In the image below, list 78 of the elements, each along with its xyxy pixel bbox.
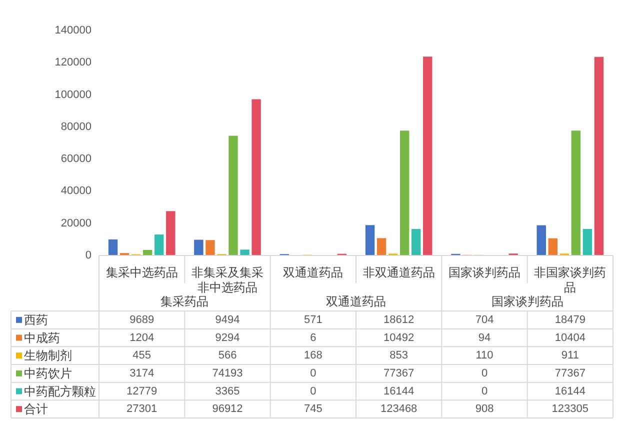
data-label: 16144 — [554, 385, 586, 398]
legend-label: 中成药 — [24, 330, 60, 345]
y-tick-label: 80000 — [60, 120, 92, 133]
data-label: 566 — [218, 350, 237, 362]
bar — [206, 240, 215, 255]
bar — [194, 240, 204, 255]
data-label: 0 — [310, 367, 316, 380]
bar — [228, 136, 238, 255]
data-label: 704 — [475, 314, 494, 326]
bar — [571, 130, 581, 255]
text: 双通道药品 — [326, 294, 386, 308]
bar — [412, 229, 421, 255]
data-label: 27301 — [126, 403, 158, 416]
bar — [423, 56, 432, 255]
bar — [548, 238, 558, 255]
x-tick-label: 非国家谈判药品 — [534, 266, 606, 294]
bar — [252, 99, 261, 255]
data-label: 455 — [132, 350, 152, 362]
bar — [240, 250, 250, 255]
x-tick-label: 非集采及集采非中选药品 — [192, 266, 264, 294]
bar — [142, 250, 152, 255]
bar — [166, 211, 176, 255]
data-label: 745 — [304, 403, 322, 416]
y-tick-label: 20000 — [60, 217, 92, 230]
legend-label: 生物制剂 — [24, 348, 72, 363]
bar — [108, 239, 118, 255]
data-label: 18612 — [384, 314, 414, 326]
legend-label: 合计 — [24, 402, 48, 416]
bar — [400, 130, 410, 255]
data-label: 18479 — [554, 314, 586, 326]
bar — [536, 225, 546, 255]
data-label: 3365 — [215, 385, 240, 398]
data-label: 0 — [481, 385, 488, 398]
data-label: 12779 — [126, 385, 158, 398]
bar — [365, 225, 375, 255]
data-label: 10404 — [554, 332, 586, 344]
data-label: 853 — [390, 350, 408, 362]
data-label: 9689 — [130, 314, 154, 326]
data-label: 9494 — [215, 314, 240, 326]
y-tick-label: 100000 — [54, 88, 92, 101]
data-label: 123305 — [552, 403, 589, 416]
bar — [582, 229, 592, 255]
y-tick-label: 0 — [85, 250, 92, 262]
text: 集采药品 — [160, 294, 209, 308]
y-tick-label: 140000 — [54, 24, 92, 36]
legend-label: 中药饮片 — [24, 366, 72, 380]
text: 国家谈判药品 — [491, 294, 564, 308]
y-tick-label: 120000 — [54, 56, 92, 69]
data-label: 110 — [476, 350, 494, 362]
data-label: 1204 — [130, 332, 154, 344]
x-tick-label: 非双通道药品 — [362, 266, 435, 280]
data-label: 74193 — [212, 367, 243, 380]
data-label: 123468 — [380, 403, 418, 416]
x-tick-label: 集采中选药品 — [106, 266, 178, 280]
data-label: 6 — [310, 332, 316, 344]
y-tick-label: 60000 — [60, 153, 92, 166]
data-label: 911 — [561, 350, 579, 362]
x-tick-label: 国家谈判药品 — [448, 266, 520, 280]
legend-label: 中药配方颗粒 — [24, 384, 96, 398]
legend-label: 西药 — [24, 312, 48, 327]
data-label: 77367 — [554, 367, 586, 380]
data-label: 0 — [310, 385, 316, 398]
x-tick-label: 双通道药品 — [283, 266, 344, 280]
data-label: 94 — [478, 332, 491, 344]
bar — [594, 56, 604, 255]
data-label: 168 — [304, 350, 322, 362]
y-tick-label: 40000 — [60, 185, 92, 198]
data-label: 3174 — [130, 367, 154, 380]
data-label: 571 — [304, 314, 322, 326]
data-label: 96912 — [212, 403, 243, 416]
data-label: 9294 — [215, 332, 240, 344]
data-label: 16144 — [384, 385, 414, 398]
data-label: 908 — [475, 403, 494, 416]
data-label: 10492 — [384, 332, 414, 344]
data-label: 0 — [481, 367, 488, 380]
bar — [376, 238, 386, 255]
data-label: 77367 — [384, 367, 414, 380]
bar — [154, 234, 164, 255]
